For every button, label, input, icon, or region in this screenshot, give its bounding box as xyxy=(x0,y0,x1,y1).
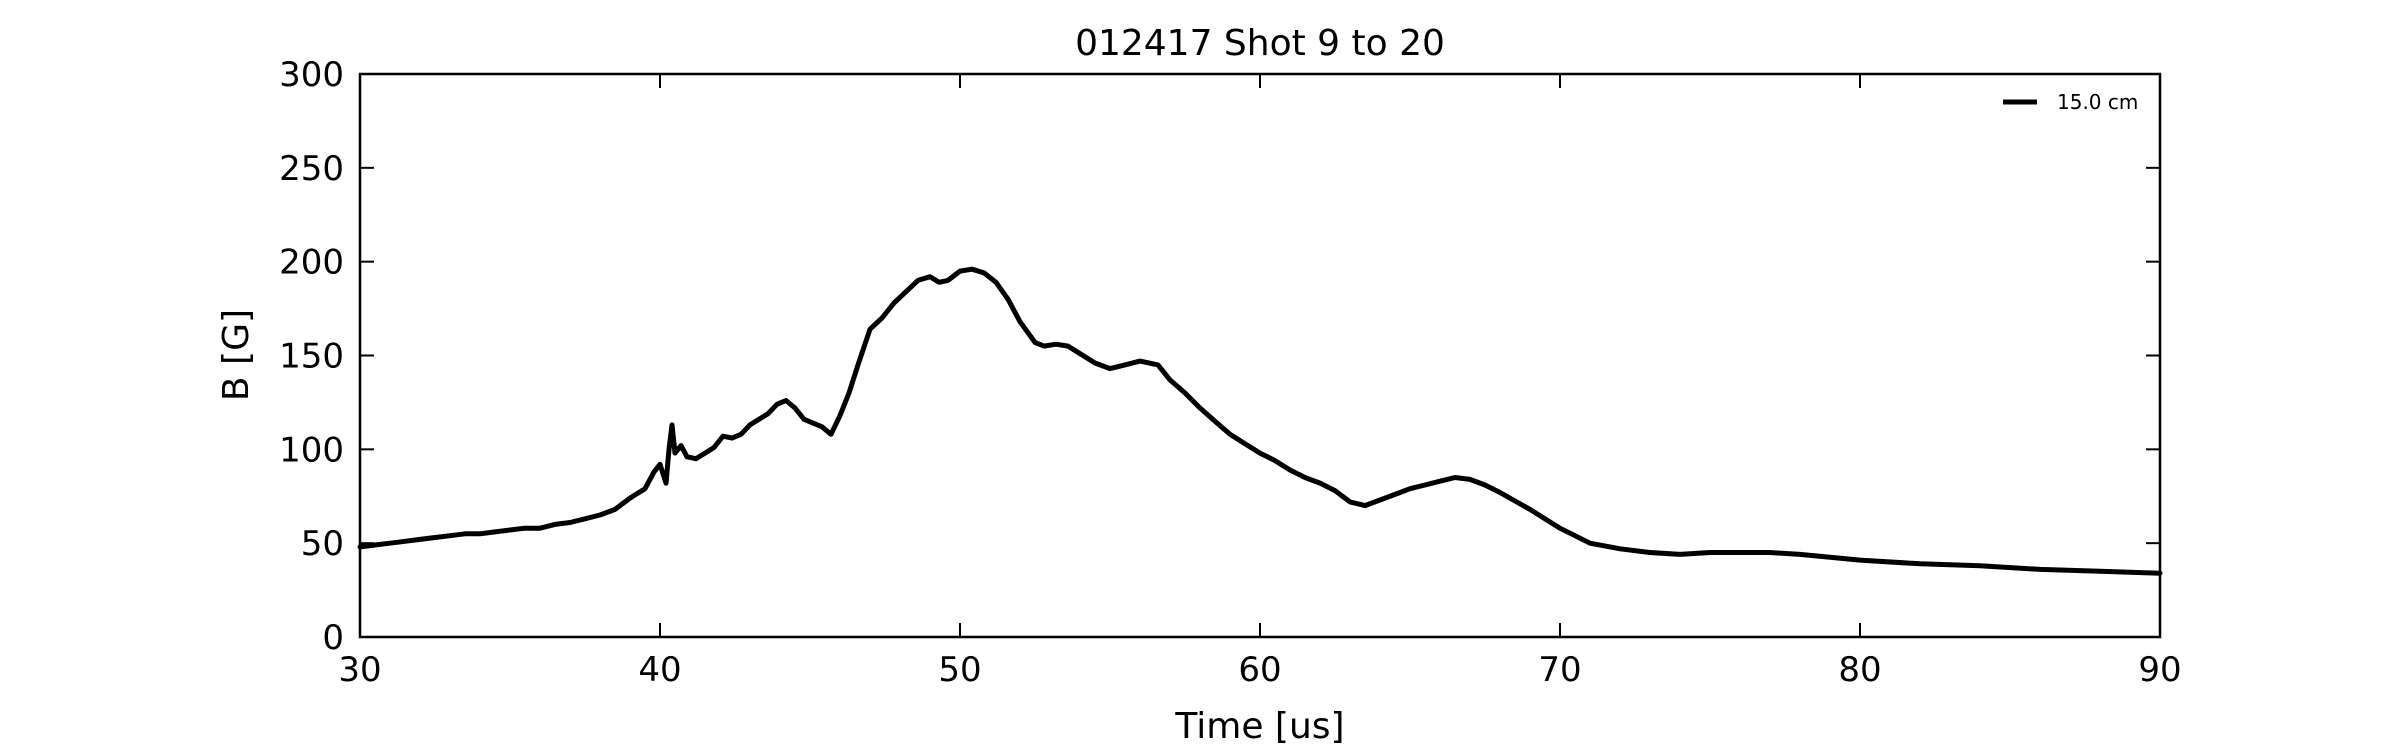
y-tick-label: 250 xyxy=(279,149,344,189)
x-tick-label: 90 xyxy=(2138,650,2181,690)
series-line xyxy=(357,266,2163,576)
x-axis-label: Time [us] xyxy=(1174,706,1344,747)
plot-frame xyxy=(358,72,2162,639)
y-axis-label: B [G] xyxy=(216,309,257,401)
x-tick-label: 30 xyxy=(338,650,381,690)
x-tick-label: 60 xyxy=(1238,650,1281,690)
x-tick-label: 70 xyxy=(1538,650,1581,690)
legend: 15.0 cm xyxy=(2003,90,2138,114)
legend-label: 15.0 cm xyxy=(2057,90,2138,114)
y-tick-label: 100 xyxy=(279,430,344,470)
y-tick-label: 300 xyxy=(279,55,344,95)
chart-title: 012417 Shot 9 to 20 xyxy=(1075,23,1445,64)
x-tick-label: 40 xyxy=(638,650,681,690)
series-layer xyxy=(357,266,2163,576)
y-tick-label: 50 xyxy=(301,524,344,564)
axis-ticks: 30 40 50 60 70 80 90 0 50 100 150 200 250 300 xyxy=(279,55,2182,690)
y-tick-label: 0 xyxy=(322,618,344,658)
y-tick-label: 200 xyxy=(279,243,344,283)
y-tick-label: 150 xyxy=(279,337,344,377)
x-tick-label: 50 xyxy=(938,650,981,690)
x-tick-label: 80 xyxy=(1838,650,1881,690)
